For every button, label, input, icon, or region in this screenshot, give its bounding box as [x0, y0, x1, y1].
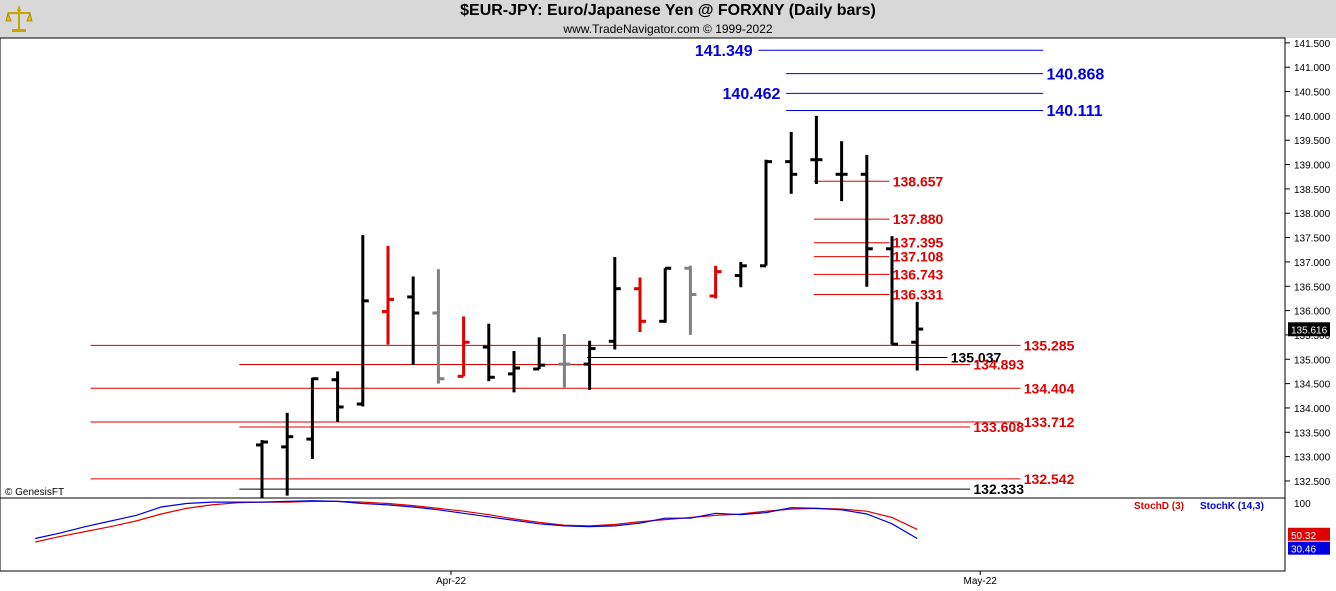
- level-label: 140.111: [1046, 103, 1102, 120]
- price-tick-label: 141.500: [1294, 39, 1331, 50]
- level-label: 134.404: [1024, 380, 1075, 396]
- level-label: 137.880: [893, 211, 944, 227]
- ohlc-bar: [407, 276, 420, 366]
- time-tick-label: Apr-22: [436, 576, 466, 587]
- ohlc-bar: [835, 141, 848, 202]
- level-label: 137.108: [893, 249, 944, 265]
- price-panel: [0, 37, 1286, 499]
- ohlc-bar: [659, 266, 672, 323]
- ohlc-bar: [533, 337, 546, 371]
- level-label: 135.285: [1024, 337, 1075, 353]
- ohlc-bar: [558, 333, 571, 388]
- ohlc-bar: [457, 316, 470, 378]
- price-tick-label: 137.500: [1294, 234, 1331, 245]
- level-label: 140.868: [1046, 66, 1104, 83]
- price-tick-label: 132.500: [1294, 477, 1331, 488]
- trade-navigator-logo-icon: [5, 5, 33, 32]
- price-axis: 141.500 141.000 140.500 140.000 139.500 139.0…: [1284, 38, 1331, 571]
- price-tick-label: 137.000: [1294, 258, 1331, 269]
- price-tick-label: 138.500: [1294, 185, 1331, 196]
- price-tick-label: 134.000: [1294, 404, 1331, 415]
- price-tick-label: 140.000: [1294, 112, 1331, 123]
- ohlc-bar: [583, 340, 596, 390]
- level-label: 133.712: [1024, 414, 1075, 430]
- ohlc-bar: [482, 323, 495, 382]
- ohlc-bar: [684, 265, 697, 335]
- level-label: 136.331: [893, 287, 944, 303]
- oscillator-readout-box: [1288, 527, 1330, 541]
- level-label: 138.657: [893, 173, 944, 189]
- level-lines: 141.349 140.868 140.462 140.111 138.657 137.8…: [90, 43, 1104, 497]
- price-tick-label: 136.000: [1294, 307, 1331, 318]
- level-label: 132.333: [973, 481, 1024, 497]
- stochastic-lines: 100 50.32 30.46: [35, 499, 1330, 556]
- oscillator-legend: StochD (3) StochK (14,3): [1134, 501, 1264, 512]
- ohlc-bar: [356, 235, 369, 407]
- oscillator-readout-label: 50.32: [1291, 531, 1316, 542]
- ohlc-bar: [432, 269, 445, 384]
- price-panel-border: [0, 37, 1286, 499]
- ohlc-bar: [911, 301, 924, 371]
- price-tick-label: 133.000: [1294, 453, 1331, 464]
- price-tick-label: 139.500: [1294, 136, 1331, 147]
- level-label: 136.743: [893, 266, 944, 282]
- price-tick-label: 140.500: [1294, 88, 1331, 99]
- level-label: 132.542: [1024, 471, 1075, 487]
- level-label: 141.349: [695, 43, 753, 60]
- level-label: 135.037: [951, 350, 1002, 366]
- ohlc-bar: [810, 115, 823, 185]
- price-tick-label: 133.500: [1294, 428, 1331, 439]
- last-price-label: 135.616: [1291, 325, 1328, 336]
- ohlc-bar: [785, 131, 798, 194]
- price-tick-label: 134.500: [1294, 380, 1331, 391]
- ohlc-bar: [508, 350, 520, 393]
- ohlc-bar: [634, 277, 646, 333]
- price-tick-label: 135.000: [1294, 355, 1331, 366]
- ohlc-bar: [860, 154, 873, 287]
- price-tick-label: 136.500: [1294, 282, 1331, 293]
- ohlc-bar: [886, 236, 898, 346]
- stoch-k-line: [35, 500, 918, 540]
- oscillator-axis-label: 100: [1294, 499, 1311, 510]
- chart-subtitle: www.TradeNavigator.com © 1999-2022: [563, 22, 773, 36]
- time-axis: Apr-22 May-22: [436, 571, 997, 587]
- ohlc-bar: [382, 245, 394, 345]
- oscillator-legend-label: StochD (3): [1134, 501, 1184, 512]
- last-price-marker: [1288, 322, 1330, 337]
- oscillator-panel: [0, 497, 1286, 572]
- time-tick-label: May-22: [964, 576, 998, 587]
- stoch-d-line: [35, 500, 918, 543]
- oscillator-panel-border: [0, 497, 1286, 572]
- price-tick-label: 141.000: [1294, 63, 1331, 74]
- price-tick-label: 138.000: [1294, 209, 1331, 220]
- ohlc-bar: [760, 159, 772, 268]
- credit-text: © GenesisFT: [5, 487, 64, 498]
- oscillator-legend-label: StochK (14,3): [1200, 501, 1264, 512]
- ohlc-bar: [608, 257, 621, 350]
- level-label: 137.395: [893, 235, 944, 251]
- level-label: 140.462: [723, 86, 781, 103]
- chart-header: [0, 0, 1336, 38]
- ohlc-bar: [281, 412, 294, 496]
- ohlc-bar: [256, 440, 268, 498]
- price-tick-label: 135.500: [1294, 331, 1331, 342]
- ohlc-bar: [734, 261, 747, 288]
- ohlc-bar: [331, 371, 344, 422]
- oscillator-readout-box: [1288, 541, 1330, 555]
- oscillator-readout-label: 30.46: [1291, 545, 1316, 556]
- ohlc-bar: [306, 377, 319, 460]
- chart-title: $EUR-JPY: Euro/Japanese Yen @ FORXNY (Da…: [460, 2, 876, 19]
- ohlc-bar: [709, 265, 722, 299]
- level-label: 133.608: [973, 419, 1024, 435]
- level-label: 134.893: [973, 357, 1024, 373]
- price-tick-label: 139.000: [1294, 161, 1331, 172]
- price-bars: [256, 115, 924, 498]
